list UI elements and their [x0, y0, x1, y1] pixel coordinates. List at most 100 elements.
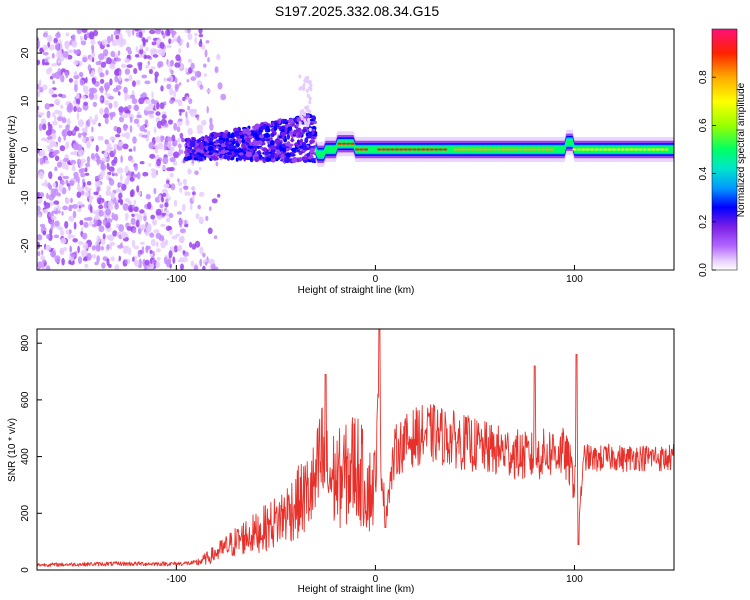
- heatmap-cell: [77, 241, 84, 245]
- heatmap-cell: [45, 129, 52, 136]
- heatmap-cell: [238, 152, 244, 156]
- heatmap-cell: [166, 77, 172, 82]
- heatmap-cell: [185, 111, 188, 118]
- heatmap-cell: [61, 117, 67, 124]
- heatmap-cell: [192, 186, 196, 192]
- heatmap-cell: [149, 232, 155, 238]
- heatmap-cell: [57, 49, 63, 57]
- heatmap-cell: [198, 145, 205, 150]
- heatmap-cell: [156, 39, 162, 43]
- heatmap-cell: [155, 248, 161, 253]
- heatmap-cell: [136, 123, 140, 128]
- heatmap-cell: [46, 234, 50, 240]
- heatmap-cell: [44, 202, 51, 209]
- heatmap-cell: [75, 98, 80, 104]
- heatmap-cell: [149, 249, 153, 254]
- heatmap-cell: [37, 59, 41, 66]
- heatmap-cell: [78, 168, 84, 174]
- heatmap-cell: [118, 106, 125, 113]
- heatmap-cell: [288, 131, 294, 135]
- heatmap-cell: [128, 148, 133, 152]
- heatmap-cell: [298, 74, 302, 79]
- heatmap-cell: [273, 125, 278, 132]
- heatmap-cell: [300, 115, 304, 120]
- heatmap-cell: [285, 152, 291, 158]
- heatmap-cell: [106, 185, 112, 191]
- heatmap-cell: [144, 99, 151, 105]
- heatmap-cell: [124, 68, 131, 75]
- heatmap-cell: [306, 153, 310, 157]
- heatmap-cell: [288, 118, 294, 125]
- heatmap-cell: [193, 157, 197, 161]
- colorbar-tick-label: 0.6: [698, 118, 709, 132]
- heatmap-cell: [98, 53, 105, 61]
- carrier-core: [341, 142, 347, 145]
- heatmap-cell: [177, 99, 183, 107]
- heatmap-cell: [298, 86, 302, 91]
- heatmap-cell: [126, 64, 133, 68]
- heatmap-cell: [152, 54, 159, 58]
- heatmap-cell: [254, 132, 258, 139]
- carrier-core: [457, 148, 462, 151]
- heatmap-cell: [201, 119, 207, 126]
- heatmap-cell: [262, 147, 268, 153]
- heatmap-cell: [133, 245, 139, 250]
- heatmap-cell: [139, 241, 145, 245]
- heatmap-cell: [177, 137, 181, 143]
- spectrogram-y-ticks: -20 -10 0 10 20: [20, 47, 42, 253]
- heatmap-cell: [133, 206, 139, 213]
- heatmap-cell: [246, 130, 252, 136]
- heatmap-cell: [164, 239, 169, 246]
- heatmap-cell: [184, 219, 187, 225]
- heatmap-cell: [140, 93, 146, 98]
- heatmap-cell: [129, 176, 135, 182]
- heatmap-cell: [265, 157, 272, 162]
- heatmap-cell: [85, 162, 91, 168]
- heatmap-cell: [166, 167, 173, 172]
- heatmap-cell: [120, 155, 123, 164]
- heatmap-cell: [258, 134, 265, 139]
- heatmap-cell: [52, 112, 56, 118]
- carrier-core: [466, 148, 471, 151]
- heatmap-cell: [118, 70, 122, 77]
- heatmap-cell: [114, 75, 119, 83]
- heatmap-cell: [68, 229, 72, 234]
- heatmap-cell: [284, 157, 290, 164]
- heatmap-cell: [138, 54, 143, 59]
- heatmap-cell: [269, 154, 275, 159]
- heatmap-cell: [132, 174, 139, 178]
- heatmap-cell: [42, 209, 49, 214]
- carrier-core: [385, 148, 391, 151]
- heatmap-cell: [54, 115, 57, 121]
- carrier-core: [642, 148, 647, 151]
- heatmap-cell: [84, 167, 88, 173]
- heatmap-cell: [113, 100, 118, 108]
- heatmap-cell: [194, 70, 202, 78]
- heatmap-cell: [175, 233, 181, 237]
- heatmap-cell: [204, 261, 208, 266]
- heatmap-cell: [178, 218, 184, 225]
- heatmap-cell: [159, 102, 165, 110]
- heatmap-cell: [168, 212, 174, 219]
- heatmap-cell: [114, 172, 118, 177]
- heatmap-cell: [194, 37, 197, 45]
- x-tick-label: 0: [373, 574, 379, 585]
- heatmap-cell: [96, 235, 101, 243]
- heatmap-cell: [280, 153, 285, 160]
- colorbar-label: Normalized spectral amplitude: [736, 82, 747, 217]
- carrier-core: [633, 148, 638, 151]
- heatmap-cell: [216, 53, 221, 61]
- heatmap-cell: [64, 197, 70, 205]
- heatmap-cell: [94, 215, 101, 221]
- heatmap-cell: [51, 215, 57, 221]
- heatmap-cell: [305, 88, 309, 93]
- carrier-core: [483, 148, 488, 151]
- heatmap-cell: [102, 233, 106, 240]
- heatmap-cell: [276, 123, 280, 128]
- heatmap-cell: [173, 199, 178, 207]
- heatmap-cell: [37, 90, 41, 98]
- carrier-core: [620, 148, 625, 151]
- heatmap-cell: [91, 77, 96, 85]
- heatmap-cell: [190, 260, 194, 267]
- heatmap-cell: [54, 220, 60, 227]
